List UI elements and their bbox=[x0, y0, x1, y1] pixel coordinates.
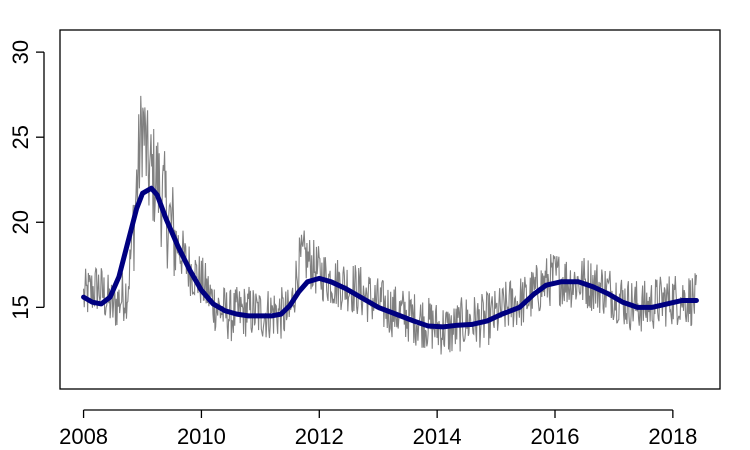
y-axis: 15 20 25 30 bbox=[8, 40, 45, 320]
raw-series-line bbox=[83, 95, 697, 355]
x-tick-label: 2016 bbox=[531, 424, 580, 449]
x-tick-label: 2010 bbox=[177, 424, 226, 449]
x-tick-label: 2014 bbox=[413, 424, 462, 449]
y-tick-label: 20 bbox=[8, 210, 33, 234]
raw-series-layer bbox=[83, 95, 697, 355]
y-tick-label: 15 bbox=[8, 295, 33, 319]
y-tick-label: 25 bbox=[8, 125, 33, 149]
plot-frame bbox=[59, 29, 721, 390]
smooth-series-layer bbox=[81, 185, 699, 330]
smooth-series-line bbox=[81, 185, 699, 330]
x-axis: 2008 2010 2012 2014 2016 2018 bbox=[59, 409, 697, 449]
x-tick-label: 2008 bbox=[59, 424, 108, 449]
x-tick-label: 2018 bbox=[648, 424, 697, 449]
y-tick-label: 30 bbox=[8, 40, 33, 64]
x-tick-label: 2012 bbox=[295, 424, 344, 449]
